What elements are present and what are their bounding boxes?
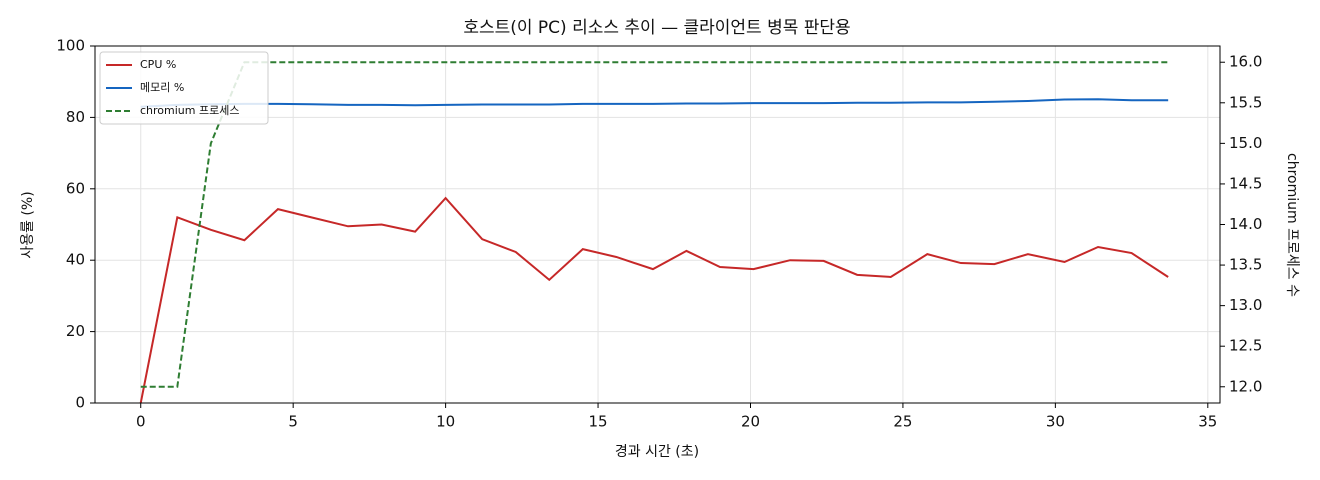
series-line (139, 196, 1169, 404)
y-tick-label: 0 (75, 394, 85, 412)
y-tick-label: 20 (66, 322, 85, 340)
x-tick-label: 35 (1198, 413, 1217, 431)
series-line (140, 61, 1169, 388)
y-tick-label: 40 (66, 251, 85, 269)
plot-frame (94, 45, 1221, 404)
series-line (140, 98, 1169, 108)
y2-tick-label: 16.0 (1229, 53, 1262, 71)
y2-tick-label: 15.5 (1229, 93, 1262, 111)
y2-tick-label: 15.0 (1229, 134, 1262, 152)
legend-label: 메모리 % (140, 81, 184, 94)
x-tick-label: 0 (136, 413, 146, 431)
x-tick-label: 10 (436, 413, 455, 431)
y2-tick-label: 12.0 (1229, 377, 1262, 395)
y2-tick-label: 12.5 (1229, 337, 1262, 355)
y2-tick-label: 13.0 (1229, 296, 1262, 314)
x-axis-label: 경과 시간 (초) (615, 444, 699, 460)
legend-frame (99, 51, 269, 125)
y-axis-label: 사용률 (%) (20, 191, 36, 258)
y2-tick-label: 13.5 (1229, 256, 1262, 274)
y2-tick-label: 14.5 (1229, 174, 1262, 192)
x-tick-label: 20 (741, 413, 760, 431)
y2-tick-label: 14.0 (1229, 215, 1262, 233)
x-tick-label: 25 (893, 413, 912, 431)
legend-label: CPU % (140, 58, 176, 71)
legend-label: chromium 프로세스 (140, 104, 239, 117)
x-tick-label: 5 (288, 413, 298, 431)
legend: CPU % 메모리 % chromium 프로세스 (99, 51, 269, 125)
x-tick-label: 15 (589, 413, 608, 431)
y-tick-label: 80 (66, 108, 85, 126)
x-tick-label: 30 (1046, 413, 1065, 431)
y-tick-label: 100 (56, 37, 85, 55)
y2-axis-label: chromium 프로세스 수 (1284, 153, 1300, 297)
chart-title: 호스트(이 PC) 리소스 추이 — 클라이언트 병목 판단용 (463, 18, 850, 38)
y-tick-label: 60 (66, 179, 85, 197)
